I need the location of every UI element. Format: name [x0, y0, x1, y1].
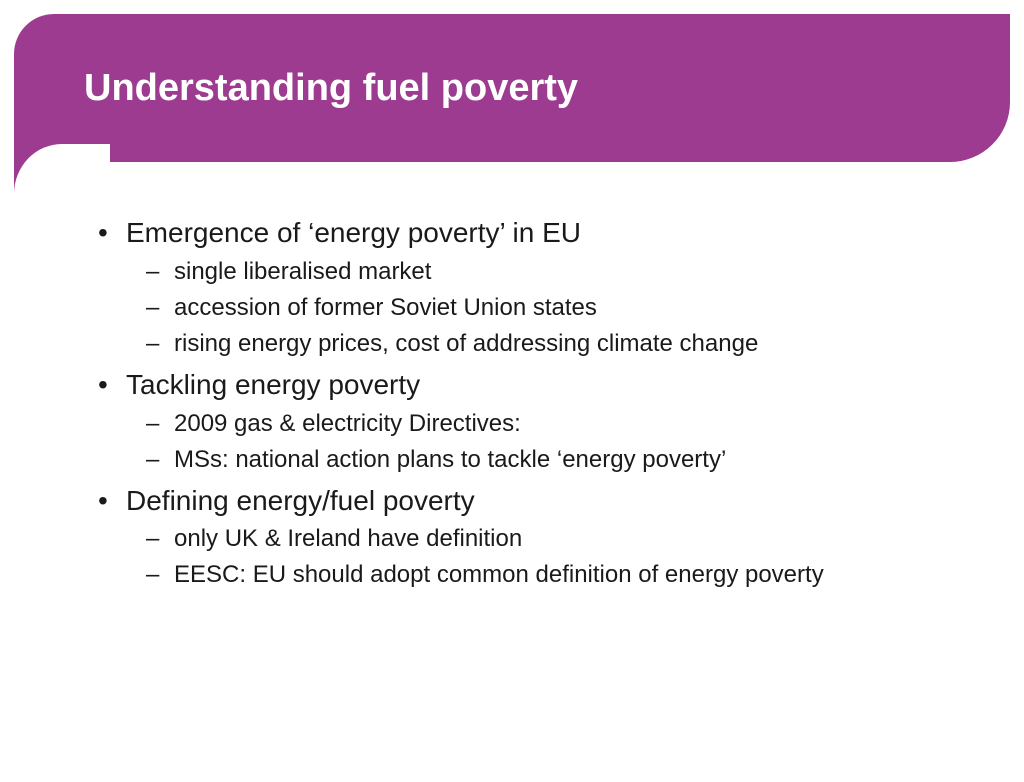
bullet-list: • Emergence of ‘energy poverty’ in EU – …	[90, 214, 984, 593]
sub-text: only UK & Ireland have definition	[174, 521, 522, 557]
bullet-marker: •	[90, 482, 126, 520]
sub-marker: –	[146, 326, 174, 362]
sub-text: EESC: EU should adopt common definition …	[174, 557, 824, 593]
sub-marker: –	[146, 406, 174, 442]
sub-list: – single liberalised market – accession …	[146, 254, 984, 362]
slide-title: Understanding fuel poverty	[84, 67, 578, 110]
header-bar: Understanding fuel poverty	[14, 14, 1010, 162]
sub-item: – MSs: national action plans to tackle ‘…	[146, 442, 984, 478]
sub-text: MSs: national action plans to tackle ‘en…	[174, 442, 726, 478]
content-area: • Emergence of ‘energy poverty’ in EU – …	[90, 214, 984, 597]
sub-text: single liberalised market	[174, 254, 431, 290]
bullet-item: • Emergence of ‘energy poverty’ in EU – …	[90, 214, 984, 362]
sub-item: – EESC: EU should adopt common definitio…	[146, 557, 984, 593]
bullet-text: Defining energy/fuel poverty	[126, 482, 475, 520]
sub-item: – only UK & Ireland have definition	[146, 521, 984, 557]
bullet-item: • Defining energy/fuel poverty – only UK…	[90, 482, 984, 594]
sub-text: accession of former Soviet Union states	[174, 290, 597, 326]
bullet-text: Tackling energy poverty	[126, 366, 420, 404]
bullet-item: • Tackling energy poverty – 2009 gas & e…	[90, 366, 984, 478]
sub-item: – single liberalised market	[146, 254, 984, 290]
sub-marker: –	[146, 557, 174, 593]
sub-item: – 2009 gas & electricity Directives:	[146, 406, 984, 442]
sub-item: – rising energy prices, cost of addressi…	[146, 326, 984, 362]
sub-item: – accession of former Soviet Union state…	[146, 290, 984, 326]
sub-marker: –	[146, 254, 174, 290]
sub-text: rising energy prices, cost of addressing…	[174, 326, 758, 362]
bullet-marker: •	[90, 214, 126, 252]
sub-marker: –	[146, 442, 174, 478]
bullet-marker: •	[90, 366, 126, 404]
sub-marker: –	[146, 521, 174, 557]
sub-text: 2009 gas & electricity Directives:	[174, 406, 521, 442]
sub-list: – only UK & Ireland have definition – EE…	[146, 521, 984, 593]
header: Understanding fuel poverty	[14, 14, 1010, 162]
header-tail	[14, 144, 62, 234]
sub-list: – 2009 gas & electricity Directives: – M…	[146, 406, 984, 478]
bullet-text: Emergence of ‘energy poverty’ in EU	[126, 214, 581, 252]
slide: Understanding fuel poverty • Emergence o…	[0, 14, 1024, 782]
sub-marker: –	[146, 290, 174, 326]
